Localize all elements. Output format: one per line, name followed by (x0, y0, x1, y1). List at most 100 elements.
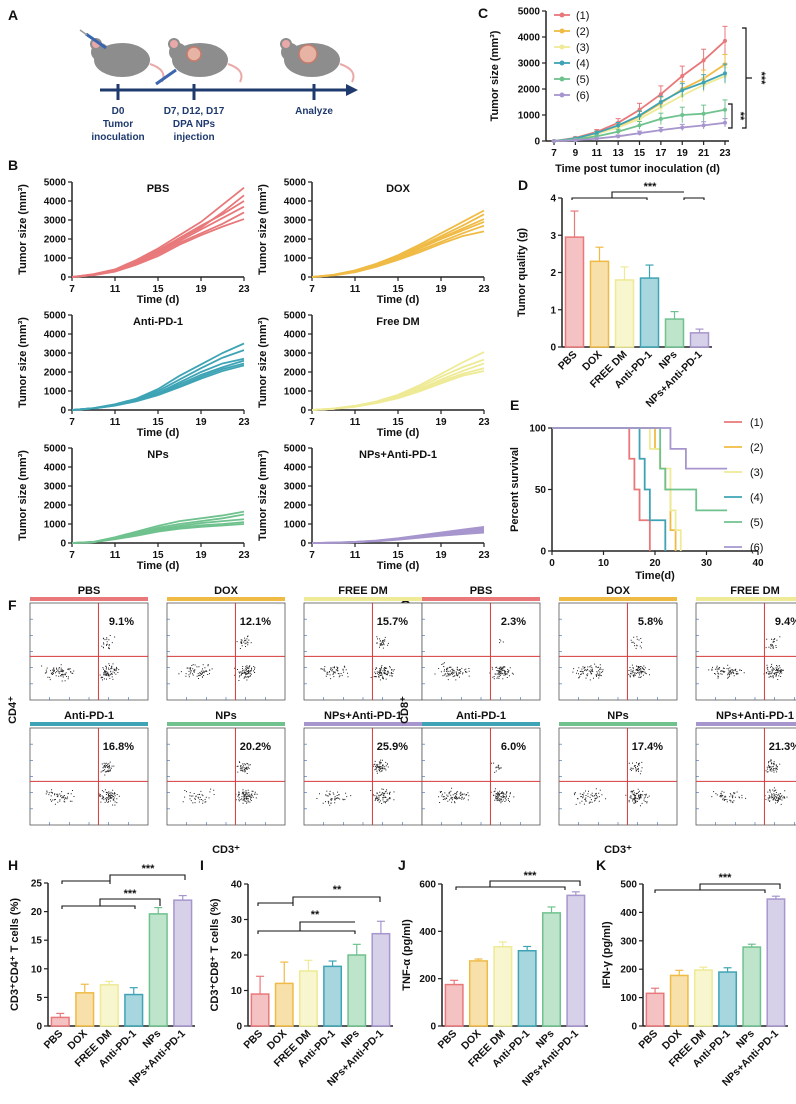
y-tick-label: 3000 (44, 216, 67, 227)
data-point (658, 128, 663, 133)
subplot-pbs: 0 1000 2000 3000 4000 5000 Tumor size (mm³) 7 11… (17, 178, 250, 307)
y-tick-label: 0 (236, 1022, 242, 1033)
bar (517, 949, 537, 1027)
subplot-anti-pd-1: 0 1000 2000 3000 4000 5000 Tumor size (mm³) 7 11… (17, 311, 250, 440)
quadrant-percent: 15.7% (377, 616, 408, 628)
flow-plot: DOX 5.8% (558, 585, 678, 701)
survival-curve (552, 427, 667, 551)
y-axis-label: Tumor size (mm³) (257, 184, 269, 275)
timeline-event-label: injection (173, 132, 214, 143)
y-tick-label: 200 (620, 965, 637, 976)
sig-bracket (257, 902, 294, 906)
significance-label: ** (333, 884, 342, 896)
bar (541, 912, 562, 1027)
legend-label: (3) (750, 467, 763, 479)
data-point (594, 136, 599, 141)
plot-frame (421, 727, 541, 826)
x-tick-label: 19 (435, 284, 447, 295)
y-tick-label: 5000 (284, 178, 307, 189)
bar (148, 913, 168, 1027)
data-point (552, 139, 556, 143)
legend-label: (2) (750, 442, 763, 454)
significance-label: ** (734, 112, 746, 121)
y-tick-label: 5000 (44, 444, 67, 455)
data-point (723, 38, 727, 43)
y-tick-label: 5000 (44, 311, 67, 322)
growth-curve (71, 186, 245, 278)
y-tick-label: 1000 (44, 520, 67, 531)
data-point (680, 74, 685, 78)
data-point (723, 107, 727, 112)
group-color-bar (30, 722, 148, 726)
group-color-bar (304, 597, 422, 601)
x-tick-label: 11 (591, 148, 602, 159)
y-tick-label: 15 (31, 936, 43, 947)
y-tick-label: 2000 (284, 501, 307, 512)
x-tick-label: 11 (350, 417, 361, 428)
x-tick-label: 15 (634, 148, 646, 159)
data-point (701, 111, 706, 116)
y-tick-label: 1000 (44, 387, 67, 398)
panel-letter-c: C (478, 5, 488, 21)
flow-plot: PBS 9.1% (29, 585, 149, 701)
y-tick-label: 2000 (44, 501, 67, 512)
x-tick-label: 23 (478, 550, 490, 561)
subplot-title: PBS (147, 183, 170, 195)
panel-letter-a: A (8, 7, 18, 23)
flow-plot-title: Anti-PD-1 (64, 710, 114, 722)
data-point (680, 113, 685, 117)
y-tick-label: 3000 (44, 349, 67, 360)
x-tick-label: 7 (69, 284, 75, 295)
panel-e-survival: 0 50 100 Percent survival 0 10 20 30 40 Time(d) (1… (509, 417, 764, 582)
category-label: PBS (556, 349, 580, 373)
y-axis-label: Tumor size (mm³) (257, 450, 269, 541)
timeline-event-label: Analyze (295, 106, 333, 117)
flow-plot-title: FREE DM (730, 585, 780, 597)
subplot-title: NPs+Anti-PD-1 (359, 449, 437, 461)
y-tick-label: 100 (620, 993, 637, 1004)
flow-plot: NPs 20.2% (166, 710, 286, 826)
subplot-nps-anti-pd-1: 0 1000 2000 3000 4000 5000 Tumor size (mm³) 7 11… (257, 444, 490, 573)
x-tick-label: 19 (677, 148, 689, 159)
subplot-dox: 0 1000 2000 3000 4000 5000 Tumor size (mm³) 7 11… (257, 178, 490, 307)
sig-bracket (257, 930, 356, 934)
y-axis-label: TNF-α (pg/ml) (401, 919, 413, 991)
group-color-bar (304, 722, 422, 726)
y-tick-label: 2000 (44, 368, 67, 379)
y-tick-label: 0 (300, 406, 306, 417)
growth-curve (71, 523, 245, 544)
y-axis-label: Tumor size (mm³) (17, 317, 29, 408)
data-point (573, 138, 578, 143)
quadrant-percent: 9.4% (775, 616, 796, 628)
x-tick-label: 7 (309, 284, 315, 295)
group-color-bar (696, 722, 796, 726)
panel-letter-j: J (398, 857, 406, 873)
y-axis-label: Tumor size (mm³) (17, 184, 29, 275)
flow-plot-title: FREE DM (338, 585, 388, 597)
sig-bracket (299, 921, 355, 931)
legend-marker (559, 28, 565, 34)
y-tick-label: 25 (31, 879, 43, 890)
flow-plot-title: PBS (470, 585, 493, 597)
y-tick-label: 1 (550, 305, 556, 316)
y-tick-label: 0 (430, 1022, 436, 1033)
quadrant-percent: 6.0% (501, 741, 526, 753)
data-point (616, 134, 621, 139)
legend-marker (559, 92, 565, 98)
y-tick-label: 0 (60, 406, 66, 417)
subplot-title: DOX (386, 183, 411, 195)
bar (645, 992, 665, 1027)
panel-a-schedule: D0 Tumor inoculation D7, D12, D17 DPA NPs inj… (79, 29, 358, 143)
event-dots (708, 636, 784, 680)
legend-label: (3) (576, 42, 589, 54)
growth-curve (71, 357, 245, 411)
bar (468, 960, 489, 1027)
data-point (658, 100, 663, 104)
bar (742, 946, 762, 1027)
quadrant-percent: 9.1% (109, 616, 134, 628)
y-tick-label: 600 (419, 880, 436, 891)
y-tick-label: 400 (419, 927, 436, 938)
y-tick-label: 30 (231, 915, 243, 926)
